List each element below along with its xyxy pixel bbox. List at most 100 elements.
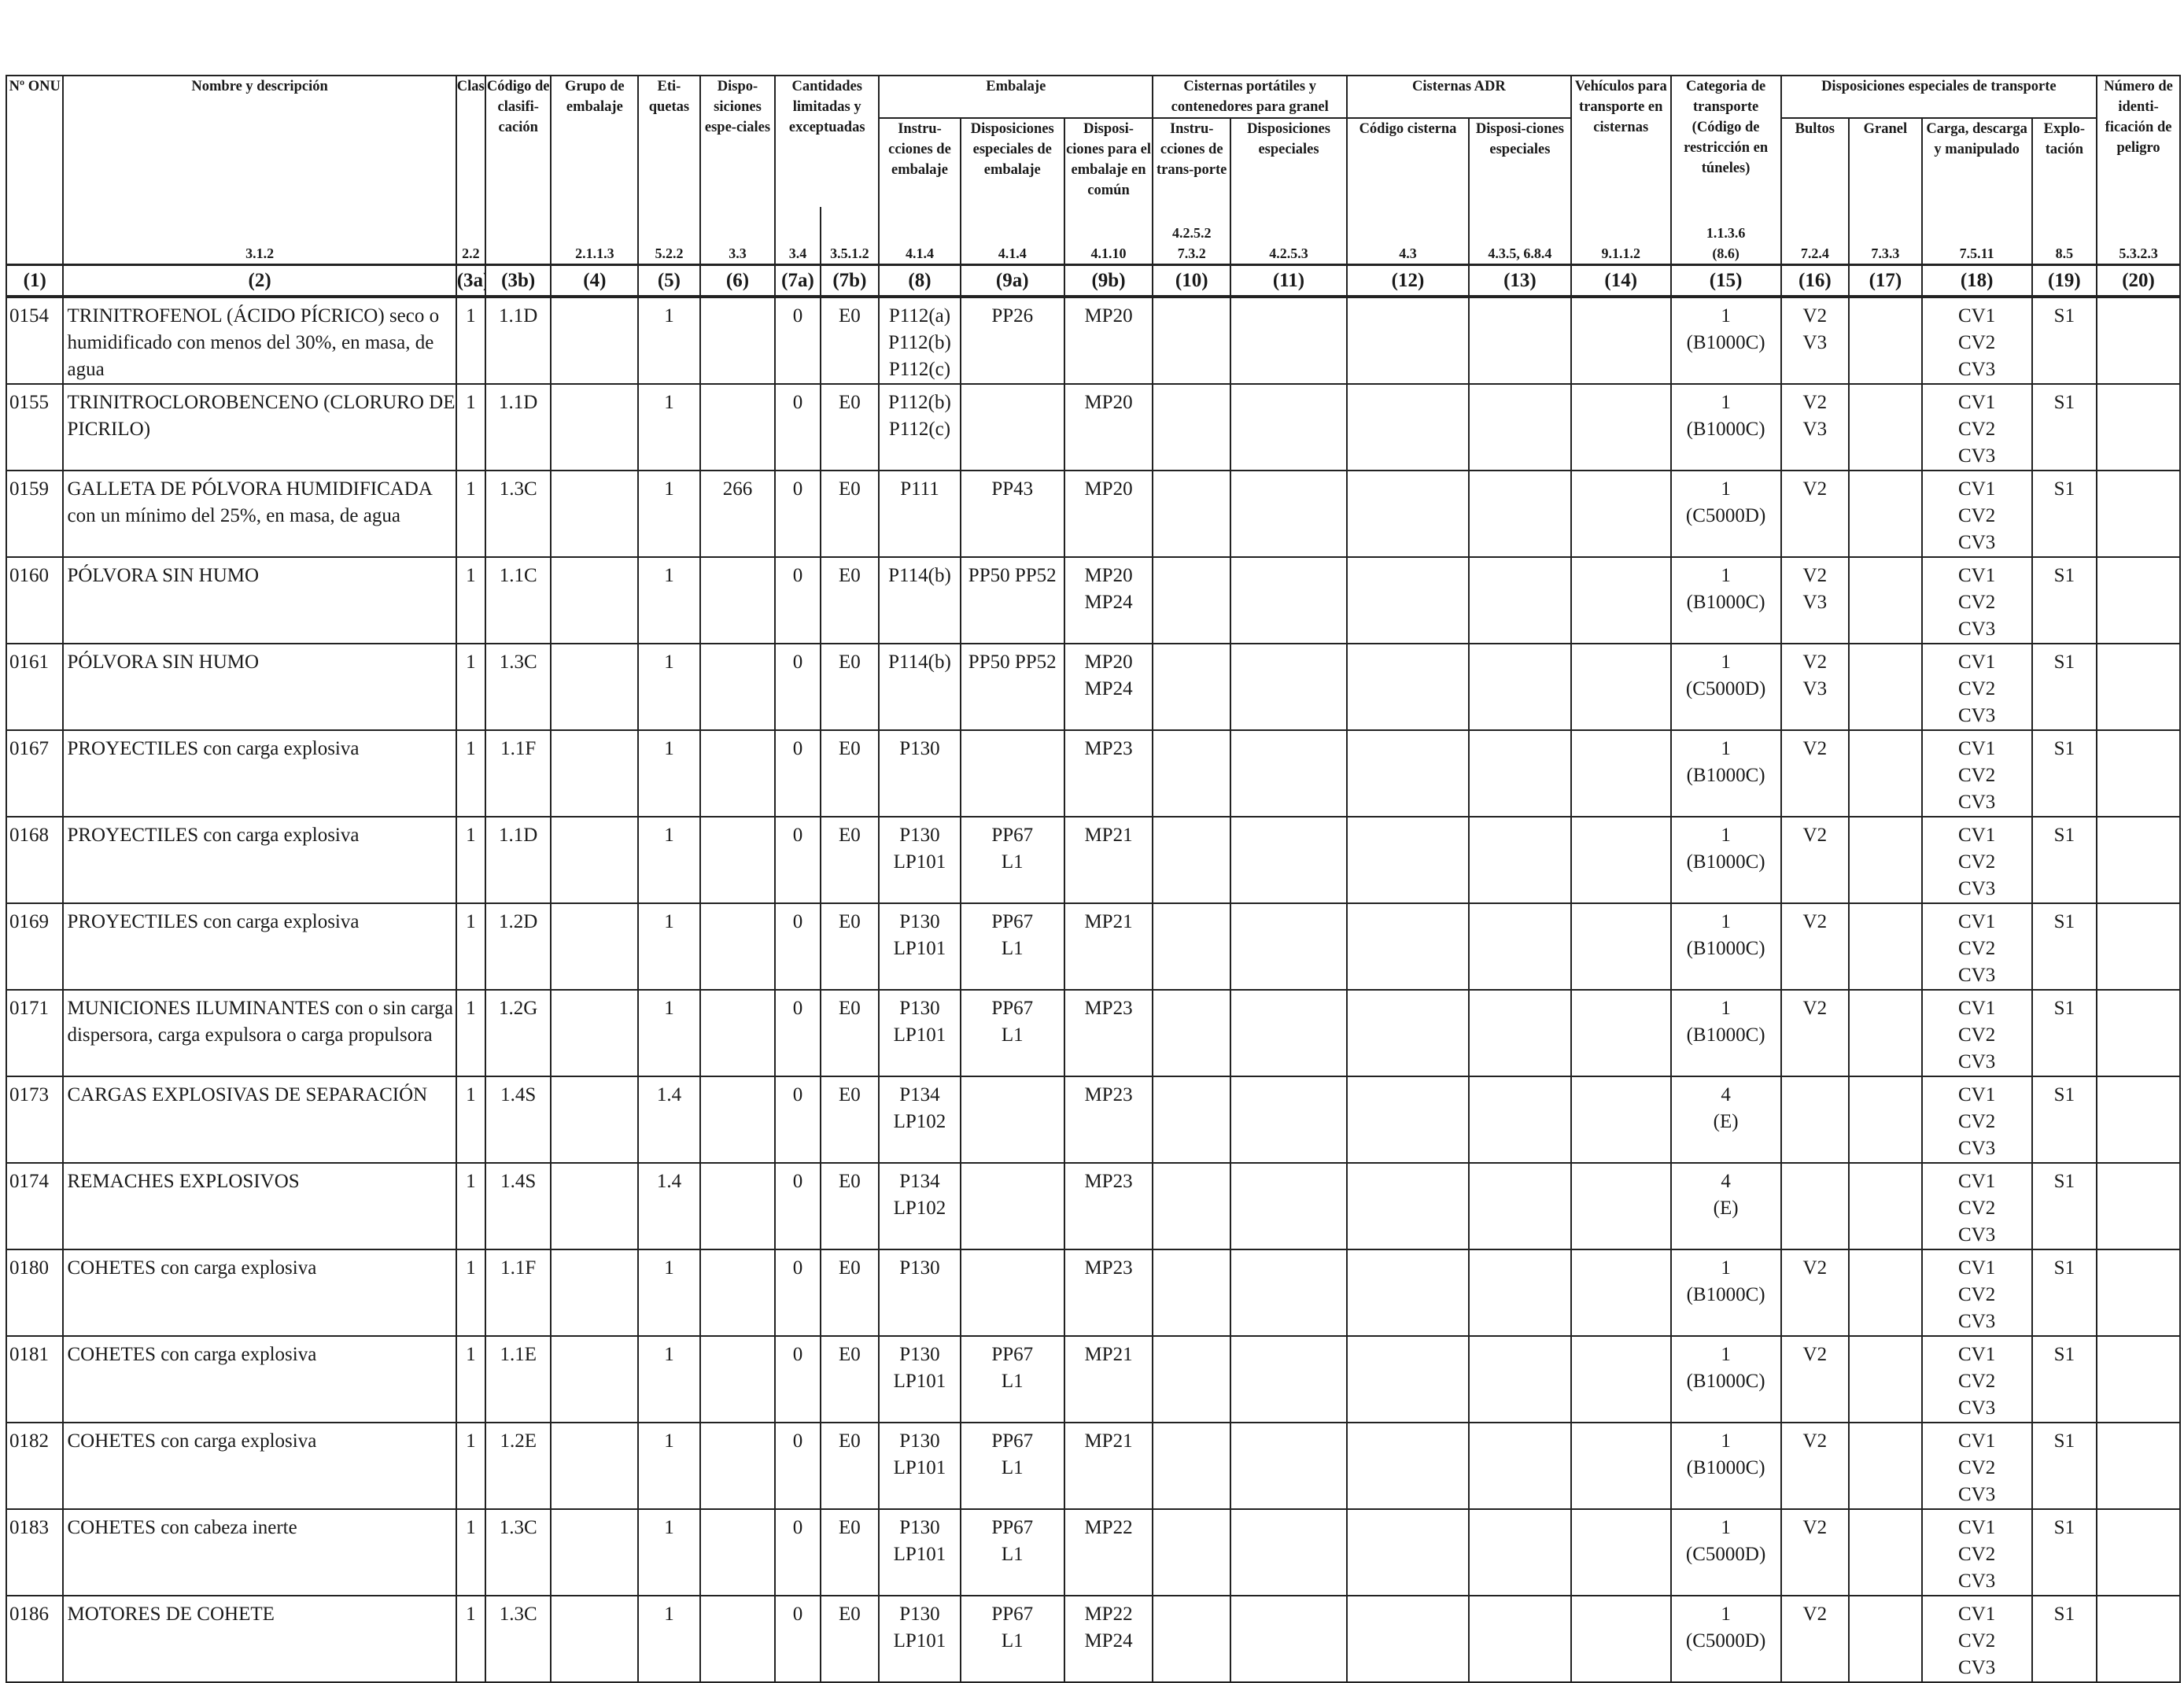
cell-categoria: 1 (B1000C) [1669, 902, 1782, 991]
cell-grupo [550, 729, 640, 818]
cell-emb-instr: P130 LP101 [878, 1335, 961, 1423]
cell-cp-disp [1230, 643, 1348, 731]
cell-emb-comun: MP20 [1063, 470, 1154, 558]
cell-adr-disp [1467, 470, 1572, 558]
cell-line: CV3 [1958, 792, 1996, 813]
cell-explot: S1 [2031, 1076, 2098, 1164]
cell-bultos: V2 [1780, 729, 1850, 818]
cell-cp-disp [1230, 470, 1348, 558]
cell-granel [1848, 729, 1923, 818]
cell-line: LP101 [893, 1024, 946, 1046]
ref-7b: 3.5.1.2 [819, 207, 880, 265]
cell-clase: 1 [455, 1076, 486, 1164]
header-clase: Clase [455, 75, 486, 207]
cell-line: L1 [1001, 1371, 1024, 1392]
cell-carga: CV1 CV2 CV3 [1920, 1595, 2033, 1683]
cell-onu: 0167 [5, 729, 65, 818]
cell-adr-disp [1467, 1249, 1572, 1337]
table-row: 0182 COHETES con carga explosiva 1 1.2E 1 0 E0… [5, 1422, 2181, 1510]
cell-vehiculos [1570, 1076, 1672, 1164]
cell-disp [699, 729, 777, 818]
transport-category: 1 [1721, 1257, 1731, 1279]
cell-line: V3 [1802, 332, 1828, 353]
ref-3b [484, 207, 552, 265]
cell-cp-instr [1152, 1508, 1232, 1596]
cell-adr-disp [1467, 556, 1572, 644]
cell-emb-disp: PP67 L1 [959, 1595, 1065, 1683]
cell-cp-instr [1152, 1422, 1232, 1510]
cell-carga: CV1 CV2 CV3 [1920, 1162, 2033, 1250]
tunnel-code: (C5000D) [1685, 505, 1766, 526]
cell-emb-comun: MP21 [1063, 816, 1154, 904]
cell-line: CV2 [1958, 851, 1996, 873]
cell-line: CV2 [1958, 1371, 1996, 1392]
cell-emb-disp: PP50 PP52 [959, 643, 1065, 731]
cell-onu: 0159 [5, 470, 65, 558]
cell-carga: CV1 CV2 CV3 [1920, 470, 2033, 558]
cell-line: P130 [899, 1430, 940, 1452]
cell-line: PP50 PP52 [968, 565, 1057, 586]
cell-line: CV3 [1958, 878, 1996, 899]
column-number: (6) [699, 264, 777, 298]
cell-line: L1 [1001, 1024, 1024, 1046]
cell-nombre: COHETES con cabeza inerte [62, 1508, 457, 1596]
tunnel-code: (B1000C) [1686, 1457, 1765, 1478]
column-number: (20) [2096, 264, 2181, 298]
cell-cp-disp [1230, 729, 1348, 818]
cell-line: MP23 [1084, 738, 1133, 759]
cell-bultos: V2 [1780, 1422, 1850, 1510]
transport-category: 1 [1721, 1604, 1731, 1625]
cell-adr-codigo [1345, 816, 1470, 904]
cell-c7a: 0 [774, 1422, 821, 1510]
cell-disp [699, 1595, 777, 1683]
cell-codigo: 1.1F [484, 729, 552, 818]
cell-nombre: CARGAS EXPLOSIVAS DE SEPARACIÓN [62, 1076, 457, 1164]
cell-nombre: REMACHES EXPLOSIVOS [62, 1162, 457, 1250]
ref-14: 9.1.1.2 [1570, 207, 1672, 265]
cell-c7b: E0 [819, 383, 880, 471]
cell-nombre: COHETES con carga explosiva [62, 1249, 457, 1337]
cell-emb-disp: PP67 L1 [959, 1335, 1065, 1423]
cell-line: P130 [899, 911, 940, 932]
cell-clase: 1 [455, 1162, 486, 1250]
ref-7a: 3.4 [774, 207, 821, 265]
cell-emb-disp: PP67 L1 [959, 902, 1065, 991]
cell-grupo [550, 816, 640, 904]
cell-numero-id [2096, 556, 2181, 644]
cell-carga: CV1 CV2 CV3 [1920, 1249, 2033, 1337]
cell-grupo [550, 902, 640, 991]
cell-c7a: 0 [774, 1508, 821, 1596]
cell-line: V2 [1802, 392, 1828, 413]
column-number: (7b) [819, 264, 880, 298]
cell-categoria: 1 (B1000C) [1669, 1422, 1782, 1510]
cell-line: PP67 [991, 1517, 1034, 1538]
header-emb-disposiciones: Disposiciones especiales de embalaje [959, 117, 1065, 207]
cell-c7a: 0 [774, 383, 821, 471]
cell-numero-id [2096, 902, 2181, 991]
cell-line: V3 [1802, 678, 1828, 699]
header-granel: Granel [1848, 117, 1923, 207]
cell-emb-disp [959, 383, 1065, 471]
cell-cp-disp [1230, 1162, 1348, 1250]
cell-line: CV3 [1958, 1397, 1996, 1419]
cell-line: P114(b) [888, 651, 951, 673]
ref-6: 3.3 [699, 207, 777, 265]
cell-cp-instr [1152, 1335, 1232, 1423]
ref-11: 4.2.5.3 [1230, 207, 1348, 265]
cell-codigo: 1.1D [484, 383, 552, 471]
cell-granel [1848, 1595, 1923, 1683]
transport-category: 1 [1721, 1344, 1731, 1365]
cell-categoria: 4 (E) [1669, 1076, 1782, 1164]
cell-line: CV3 [1958, 445, 1996, 467]
cell-c7b: E0 [819, 556, 880, 644]
header-carga: Carga, descarga y manipulado [1920, 117, 2033, 207]
cell-etiquetas: 1 [637, 1595, 701, 1683]
cell-clase: 1 [455, 989, 486, 1077]
cell-emb-comun: MP22 MP24 [1063, 1595, 1154, 1683]
cell-carga: CV1 CV2 CV3 [1920, 643, 2033, 731]
cell-adr-disp [1467, 1422, 1572, 1510]
ref-10a: 4.2.5.2 [1171, 225, 1212, 241]
cell-granel [1848, 383, 1923, 471]
cell-granel [1848, 1422, 1923, 1510]
cell-adr-codigo [1345, 1422, 1470, 1510]
